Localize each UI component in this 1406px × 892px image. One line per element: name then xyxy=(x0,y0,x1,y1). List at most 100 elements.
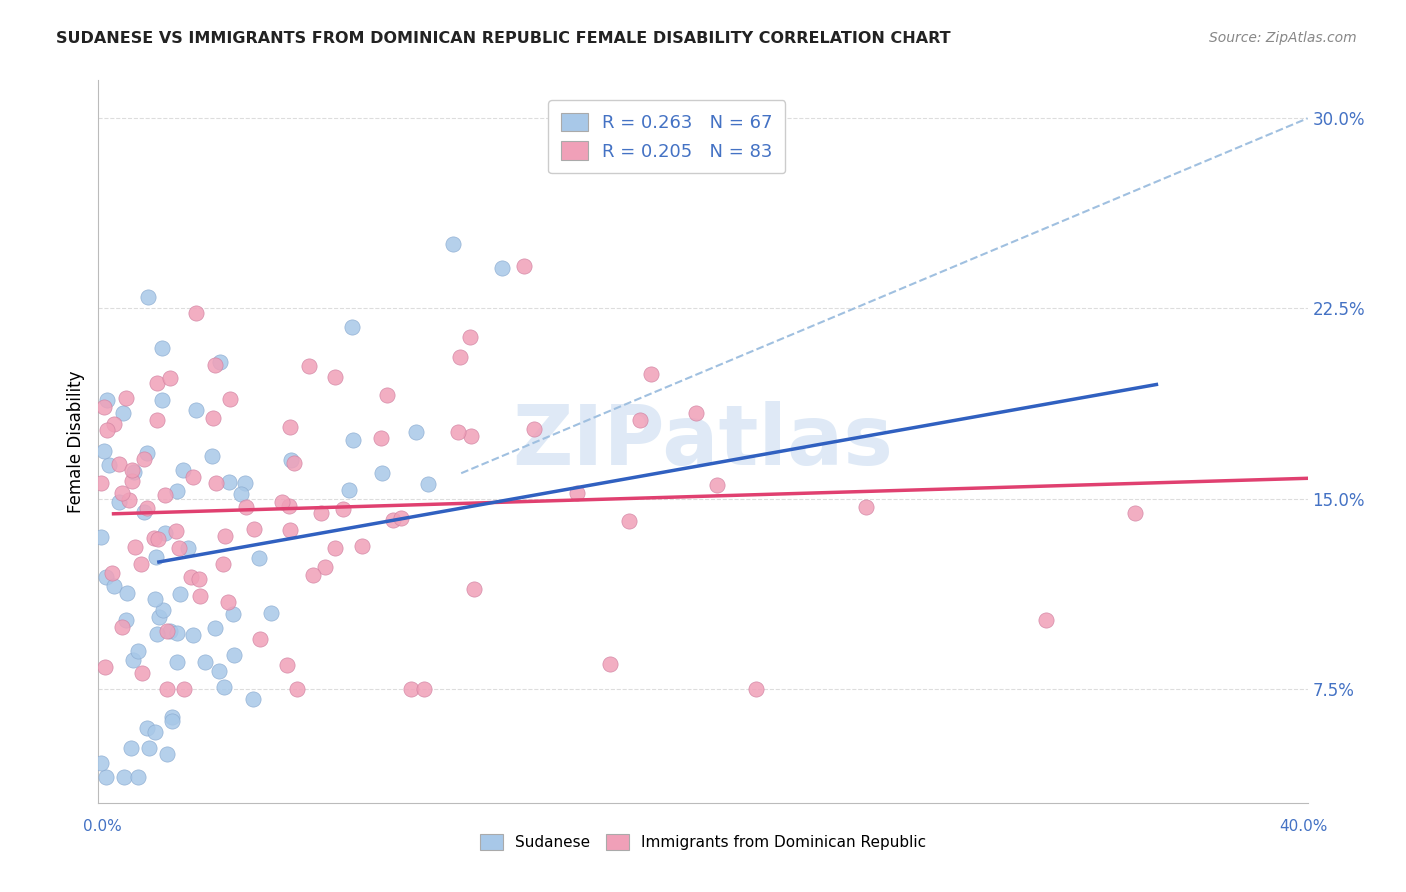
Point xyxy=(148,610,170,624)
Point xyxy=(458,329,481,343)
Point xyxy=(181,470,204,484)
Point xyxy=(208,664,231,678)
Point xyxy=(278,500,301,514)
Point xyxy=(173,681,195,696)
Point xyxy=(222,607,245,621)
Point xyxy=(121,740,143,755)
Point xyxy=(350,539,373,553)
Point xyxy=(214,529,236,543)
Text: 0.0%: 0.0% xyxy=(83,820,122,834)
Point xyxy=(103,579,125,593)
Point xyxy=(111,620,134,634)
Point xyxy=(152,603,174,617)
Point xyxy=(159,624,181,638)
Point xyxy=(377,387,399,401)
Point xyxy=(309,506,332,520)
Point xyxy=(166,655,188,669)
Point xyxy=(235,500,257,515)
Point xyxy=(283,456,305,470)
Point xyxy=(134,505,156,519)
Point xyxy=(93,444,115,458)
Point xyxy=(94,771,117,785)
Point xyxy=(143,592,166,607)
Point xyxy=(114,391,136,405)
Point xyxy=(491,260,513,275)
Point xyxy=(204,621,226,635)
Point xyxy=(217,595,239,609)
Point xyxy=(180,570,202,584)
Point xyxy=(301,568,323,582)
Point xyxy=(121,474,143,488)
Point xyxy=(94,660,117,674)
Point xyxy=(201,411,224,425)
Point xyxy=(115,613,138,627)
Point xyxy=(101,566,124,580)
Point xyxy=(249,632,271,647)
Point xyxy=(337,483,360,497)
Point xyxy=(565,486,588,500)
Point xyxy=(342,433,364,447)
Point xyxy=(449,350,471,364)
Point xyxy=(231,487,253,501)
Text: Source: ZipAtlas.com: Source: ZipAtlas.com xyxy=(1209,31,1357,45)
Point xyxy=(136,290,159,304)
Point xyxy=(159,371,181,385)
Text: ZIPatlas: ZIPatlas xyxy=(513,401,893,482)
Point xyxy=(118,493,141,508)
Point xyxy=(160,710,183,724)
Point xyxy=(115,585,138,599)
Point xyxy=(166,483,188,498)
Point xyxy=(416,476,439,491)
Point xyxy=(513,259,536,273)
Point xyxy=(276,657,298,672)
Point xyxy=(146,627,169,641)
Point xyxy=(156,747,179,761)
Point xyxy=(93,400,115,414)
Y-axis label: Female Disability: Female Disability xyxy=(66,370,84,513)
Point xyxy=(184,306,207,320)
Point xyxy=(599,657,621,671)
Point xyxy=(332,502,354,516)
Point xyxy=(208,355,231,369)
Point xyxy=(201,449,224,463)
Text: SUDANESE VS IMMIGRANTS FROM DOMINICAN REPUBLIC FEMALE DISABILITY CORRELATION CHA: SUDANESE VS IMMIGRANTS FROM DOMINICAN RE… xyxy=(56,31,950,46)
Point xyxy=(143,531,166,545)
Point xyxy=(340,320,363,334)
Point xyxy=(96,393,118,408)
Point xyxy=(218,475,240,490)
Point xyxy=(145,550,167,565)
Point xyxy=(628,413,651,427)
Point xyxy=(280,452,302,467)
Point xyxy=(112,771,135,785)
Point xyxy=(166,625,188,640)
Point xyxy=(745,681,768,696)
Point xyxy=(148,532,170,546)
Point xyxy=(389,510,412,524)
Point xyxy=(243,522,266,536)
Legend: Sudanese, Immigrants from Dominican Republic: Sudanese, Immigrants from Dominican Repu… xyxy=(474,829,932,856)
Point xyxy=(447,425,470,439)
Point xyxy=(111,486,134,500)
Point xyxy=(136,501,159,516)
Point xyxy=(150,393,173,408)
Point xyxy=(460,428,482,442)
Point xyxy=(121,463,143,477)
Point xyxy=(156,624,179,638)
Point xyxy=(96,570,118,584)
Point xyxy=(169,587,191,601)
Point xyxy=(90,756,112,770)
Point xyxy=(124,465,146,479)
Point xyxy=(370,431,392,445)
Point xyxy=(153,525,176,540)
Point xyxy=(278,523,301,537)
Point xyxy=(1125,506,1147,520)
Point xyxy=(146,376,169,390)
Point xyxy=(90,530,112,544)
Point xyxy=(314,560,336,574)
Text: 40.0%: 40.0% xyxy=(1279,820,1327,834)
Point xyxy=(138,741,160,756)
Point xyxy=(111,406,134,420)
Point xyxy=(97,458,120,473)
Point xyxy=(194,655,217,669)
Point xyxy=(103,417,125,431)
